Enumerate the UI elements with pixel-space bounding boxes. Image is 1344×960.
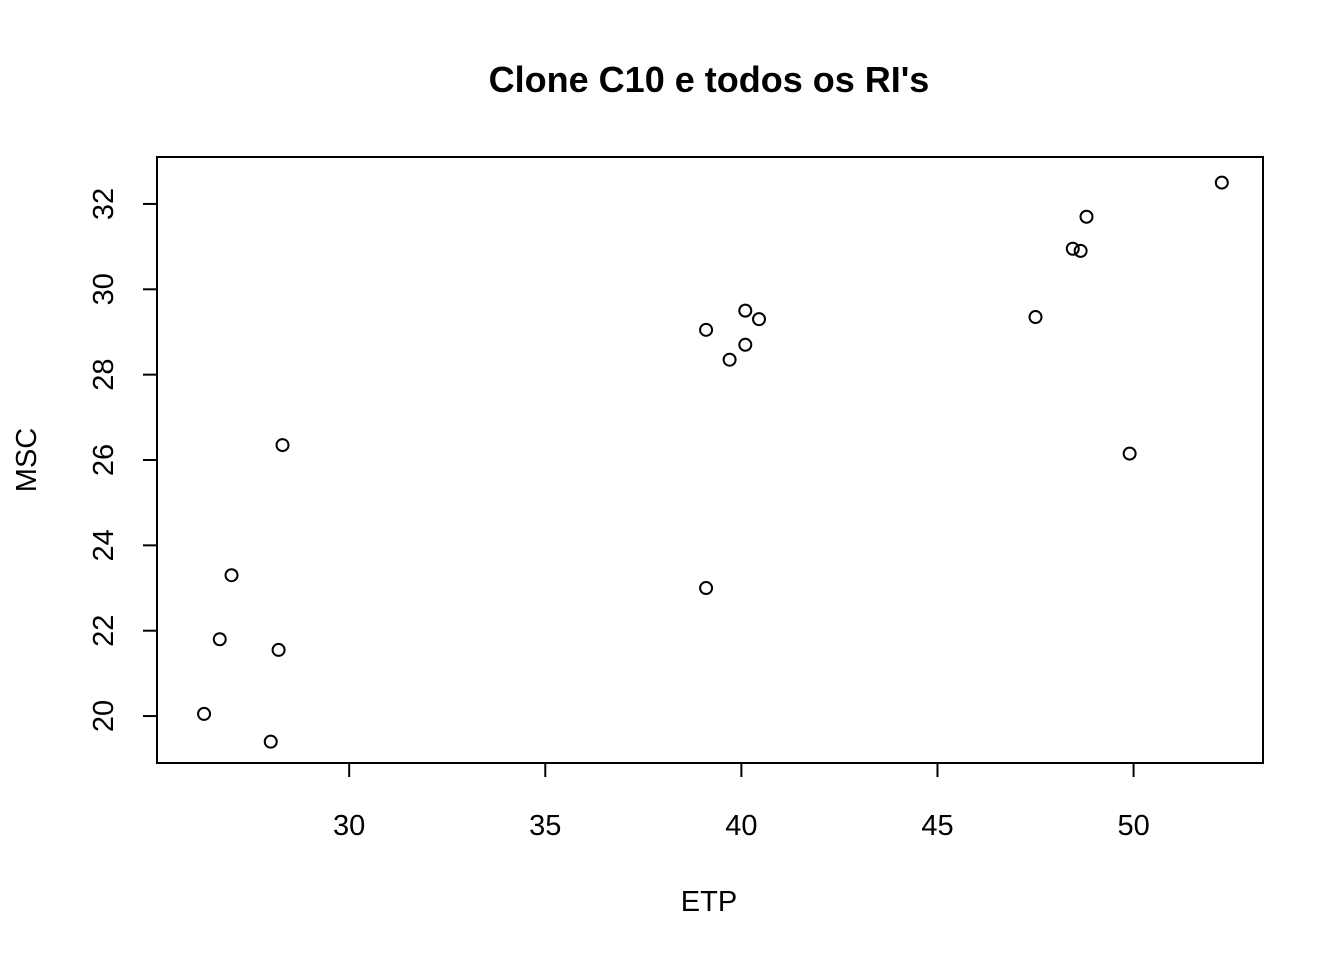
data-point bbox=[1028, 310, 1043, 325]
data-point bbox=[738, 337, 753, 352]
y-tick-label: 22 bbox=[88, 615, 120, 647]
y-axis-label: MSC bbox=[11, 428, 43, 492]
data-point bbox=[271, 642, 286, 657]
data-point bbox=[1122, 446, 1137, 461]
data-point bbox=[722, 352, 737, 367]
y-axis: 20 22 24 26 28 30 32 bbox=[88, 188, 158, 732]
data-point bbox=[1065, 241, 1080, 256]
data-point bbox=[738, 303, 753, 318]
data-point bbox=[1079, 209, 1094, 224]
x-axis-label: ETP bbox=[681, 886, 737, 918]
y-tick-label: 26 bbox=[88, 444, 120, 476]
data-points bbox=[197, 175, 1229, 749]
data-point bbox=[699, 581, 714, 596]
x-axis: 30 35 40 45 50 bbox=[333, 762, 1150, 842]
x-tick-label: 30 bbox=[333, 810, 365, 842]
x-tick-label: 35 bbox=[529, 810, 561, 842]
y-tick-label: 28 bbox=[88, 359, 120, 391]
data-point bbox=[1073, 243, 1088, 258]
data-point bbox=[699, 322, 714, 337]
x-tick-label: 45 bbox=[921, 810, 953, 842]
data-point bbox=[197, 706, 212, 721]
y-tick-label: 20 bbox=[88, 700, 120, 732]
data-point bbox=[263, 734, 278, 749]
x-tick-label: 40 bbox=[725, 810, 757, 842]
data-point bbox=[752, 312, 767, 327]
data-point bbox=[224, 568, 239, 583]
data-point bbox=[275, 438, 290, 453]
chart-title: Clone C10 e todos os RI's bbox=[489, 59, 930, 100]
y-tick-label: 30 bbox=[88, 273, 120, 305]
plot-frame bbox=[156, 156, 1264, 764]
x-tick-label: 50 bbox=[1117, 810, 1149, 842]
y-tick-label: 24 bbox=[88, 529, 120, 561]
y-tick-label: 32 bbox=[88, 188, 120, 220]
data-point bbox=[1214, 175, 1229, 190]
data-point bbox=[212, 632, 227, 647]
